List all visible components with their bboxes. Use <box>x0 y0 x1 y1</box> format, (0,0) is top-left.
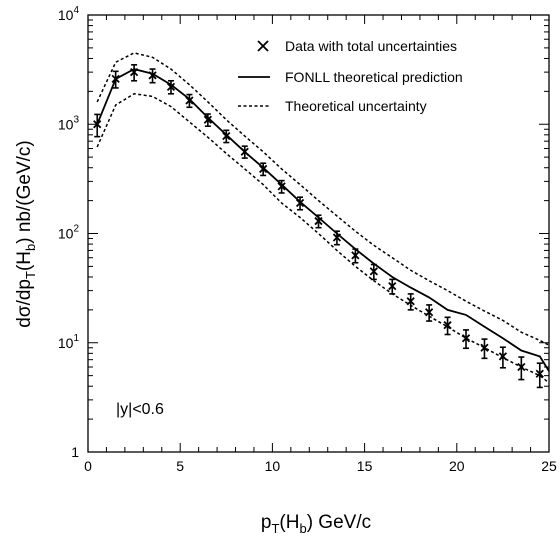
data-point <box>129 64 139 82</box>
x-tick-label: 10 <box>265 458 281 474</box>
data-point <box>332 230 342 246</box>
data-point <box>259 162 268 177</box>
data-point <box>277 179 286 194</box>
marker <box>351 251 360 260</box>
data-point <box>203 113 212 127</box>
x-axis-title: pT(Hb) GeV/c <box>261 512 371 536</box>
marker <box>185 96 194 105</box>
data-point <box>480 338 489 360</box>
upper-uncertainty-line <box>96 52 550 346</box>
rapidity-annotation: |y|<0.6 <box>116 401 164 418</box>
data-point <box>295 196 305 211</box>
y-axis-title: dσ/dpT(Hb) nb/(GeV/c) <box>14 140 38 327</box>
marker <box>129 67 139 77</box>
marker <box>259 164 268 174</box>
marker <box>93 120 102 129</box>
marker <box>535 369 544 378</box>
data-point <box>517 356 526 381</box>
legend-label-data: Data with total uncertainties <box>285 38 457 54</box>
marker <box>388 281 397 291</box>
marker <box>166 82 176 91</box>
x-tick-label: 0 <box>84 458 92 474</box>
marker <box>480 343 489 352</box>
data-point <box>461 329 471 350</box>
legend-label-central: FONLL theoretical prediction <box>285 69 463 85</box>
legend-marker-data <box>257 40 269 52</box>
fonll-central-line <box>96 68 550 372</box>
x-tick-label: 15 <box>357 458 373 474</box>
y-tick-label: 104 <box>58 5 80 23</box>
data-point <box>498 346 508 369</box>
y-tick-label: 101 <box>58 333 80 351</box>
marker <box>222 131 231 141</box>
data-point <box>425 304 434 322</box>
data-point <box>166 79 176 95</box>
marker <box>203 115 212 124</box>
marker <box>369 267 378 276</box>
data-point <box>443 316 452 336</box>
data-point <box>240 145 249 159</box>
marker <box>314 216 323 226</box>
data-point <box>93 113 102 138</box>
data-point <box>314 214 323 229</box>
marker <box>498 352 508 361</box>
lower-uncertainty-line <box>96 93 550 384</box>
x-tick-label: 25 <box>541 458 557 474</box>
legend-label-uncertainty: Theoretical uncertainty <box>285 98 427 114</box>
x-tick-label: 20 <box>449 458 465 474</box>
data-point <box>351 248 360 264</box>
marker <box>406 297 415 306</box>
y-axis: 1 101 102 103 104 <box>58 5 549 460</box>
x-tick-label: 5 <box>176 458 184 474</box>
marker <box>295 198 305 208</box>
x-axis: 0 5 10 15 20 25 <box>84 15 557 474</box>
marker <box>425 308 434 317</box>
marker <box>111 74 120 84</box>
marker <box>277 182 286 191</box>
data-point <box>185 93 194 109</box>
data-points <box>93 64 544 389</box>
central-prediction <box>96 68 550 372</box>
marker <box>461 334 471 343</box>
uncertainty-lower <box>96 93 550 384</box>
data-point <box>148 68 157 84</box>
y-tick-label: 1 <box>71 444 79 460</box>
marker <box>443 320 452 330</box>
data-point <box>406 293 415 311</box>
marker <box>517 362 526 372</box>
legend: Data with total uncertainties FONLL theo… <box>238 38 463 114</box>
data-point <box>388 278 397 295</box>
marker <box>332 233 342 242</box>
uncertainty-upper <box>96 52 550 346</box>
y-tick-label: 102 <box>58 224 80 242</box>
data-point <box>369 263 378 281</box>
marker <box>240 147 249 156</box>
marker <box>148 71 157 80</box>
y-tick-label: 103 <box>58 114 80 132</box>
data-point <box>111 70 120 89</box>
data-point <box>535 362 544 389</box>
data-point <box>222 129 231 144</box>
